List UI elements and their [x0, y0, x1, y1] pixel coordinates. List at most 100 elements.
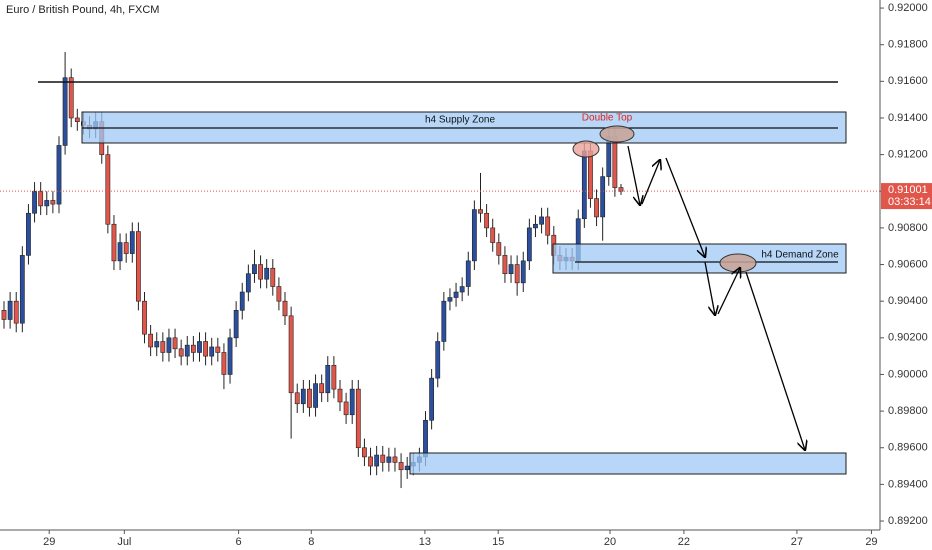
- y-tick-label: 0.90600: [888, 258, 928, 270]
- candle-body: [258, 264, 263, 280]
- candle-body: [129, 231, 135, 254]
- arrow: [704, 261, 715, 315]
- candle-body: [221, 352, 227, 375]
- candle-body: [459, 286, 465, 293]
- projection-arrows: [627, 145, 805, 450]
- candle-body: [190, 344, 196, 353]
- last-price-badge: [881, 183, 932, 210]
- candle-body: [520, 260, 526, 284]
- y-tick-label: 0.91800: [888, 39, 928, 51]
- candle-body: [526, 227, 532, 262]
- candle-body: [307, 388, 312, 408]
- candle-body: [404, 465, 410, 471]
- x-tick-label: 15: [492, 536, 504, 548]
- last-price-label: 0.91001: [888, 184, 928, 196]
- candle-body: [435, 341, 441, 379]
- chart-title: Euro / British Pound, 4h, FXCM: [6, 4, 159, 16]
- x-tick-label: 20: [604, 536, 616, 548]
- candle-body: [386, 456, 392, 463]
- candle-body: [227, 337, 233, 375]
- candle-body: [502, 255, 508, 275]
- candle-body: [374, 454, 380, 467]
- candle-body: [117, 242, 123, 262]
- x-tick-label: 22: [678, 536, 690, 548]
- candle-body: [142, 300, 147, 335]
- x-tick-label: 6: [236, 536, 242, 548]
- arrow: [745, 271, 805, 450]
- candle-body: [313, 383, 318, 408]
- candle-body: [44, 200, 50, 207]
- candle-body: [343, 401, 349, 416]
- candle-body: [233, 310, 239, 339]
- candle-body: [252, 264, 257, 275]
- candle-body: [135, 231, 141, 302]
- candle-body: [282, 300, 288, 317]
- retest-marker: [719, 253, 757, 273]
- x-tick-label: 27: [791, 536, 803, 548]
- candle-body: [148, 333, 154, 348]
- candle-body: [612, 136, 618, 188]
- candle-body: [1, 310, 7, 320]
- candle-body: [50, 200, 56, 205]
- candle-body: [239, 291, 245, 311]
- y-tick-label: 0.92000: [888, 2, 928, 14]
- candle-body: [337, 388, 343, 403]
- candle-body: [197, 341, 202, 353]
- candle-body: [447, 297, 453, 302]
- candle-body: [166, 337, 172, 353]
- candle-body: [184, 344, 190, 357]
- y-tick-label: 0.90400: [888, 295, 928, 307]
- y-tick-label: 0.89400: [888, 478, 928, 490]
- candle-body: [276, 286, 282, 302]
- candle-body: [514, 264, 520, 284]
- candle-body: [19, 255, 25, 324]
- candle-body: [123, 242, 129, 254]
- candle-body: [325, 365, 331, 394]
- candle-body: [368, 456, 373, 467]
- candle-body: [215, 346, 221, 353]
- candle-body: [545, 216, 551, 236]
- candle-body: [581, 150, 587, 220]
- x-tick-label: 29: [43, 536, 55, 548]
- candle-body: [178, 348, 184, 357]
- candle-body: [300, 388, 306, 405]
- candle-body: [392, 456, 398, 463]
- candle-body: [429, 377, 435, 421]
- candle-body: [105, 154, 111, 225]
- top-marker: [572, 140, 600, 158]
- candle-body: [441, 300, 447, 342]
- candle-body: [490, 227, 496, 243]
- candle-body: [13, 300, 19, 324]
- arrow: [641, 160, 660, 205]
- candle-body: [362, 447, 367, 458]
- candle-body: [319, 383, 325, 394]
- arrow: [665, 157, 705, 257]
- candle-body: [245, 273, 251, 293]
- y-tick-label: 0.91600: [888, 75, 928, 87]
- candle-body: [288, 315, 294, 394]
- candle-body: [331, 365, 337, 390]
- y-tick-label: 0.89600: [888, 442, 928, 454]
- annotation: Double Top: [582, 113, 633, 124]
- candle-body: [26, 212, 31, 256]
- candle-body: [594, 198, 599, 218]
- candle-body: [600, 176, 606, 218]
- y-tick-label: 0.90000: [888, 368, 928, 380]
- candle-body: [496, 242, 502, 256]
- candle-body: [484, 212, 489, 229]
- x-tick-label: 8: [308, 536, 314, 548]
- x-tick-label: 29: [865, 536, 877, 548]
- candle-body: [508, 264, 514, 275]
- candle-body: [264, 267, 270, 280]
- candle-body: [62, 77, 68, 146]
- candle-body: [349, 388, 355, 416]
- candle-body: [74, 117, 80, 122]
- candle-body: [154, 341, 160, 348]
- arrow: [717, 268, 740, 315]
- y-tick-label: 0.90800: [888, 222, 928, 234]
- candle-body: [160, 341, 166, 353]
- candle-body: [380, 454, 386, 463]
- annotation: h4 Demand Zone: [761, 250, 839, 261]
